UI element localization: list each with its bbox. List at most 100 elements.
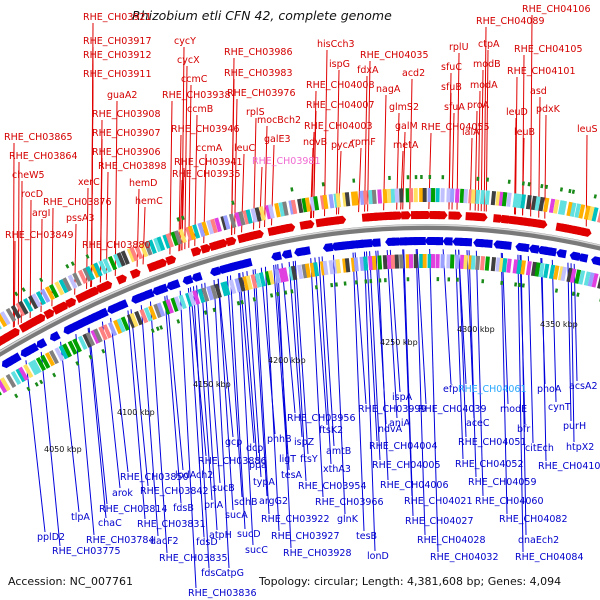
label-RHE_CH03814[interactable]: RHE_CH03814 (99, 504, 168, 515)
label-metA[interactable]: metA (393, 140, 419, 151)
label-atpG[interactable]: atpG (221, 568, 244, 579)
label-phhB[interactable]: phhB (267, 434, 292, 445)
label-modA[interactable]: modA (470, 80, 498, 91)
label-rocD[interactable]: rocD (21, 189, 44, 200)
label-RHE_CH03983[interactable]: RHE_CH03983 (224, 68, 293, 79)
label-RHE_CH04008[interactable]: RHE_CH04008 (306, 80, 375, 91)
label-sfuC[interactable]: sfuC (441, 62, 462, 73)
label-RHE_CH03849[interactable]: RHE_CH03849 (5, 230, 74, 241)
label-htpX2[interactable]: htpX2 (566, 442, 595, 453)
label-guaA2[interactable]: guaA2 (107, 90, 138, 101)
label-sfuA[interactable]: sfuA (444, 102, 465, 113)
label-ispG[interactable]: ispG (329, 59, 350, 70)
label-aniA[interactable]: aniA (389, 418, 410, 429)
label-RHE_CH03907[interactable]: RHE_CH03907 (92, 128, 161, 139)
label-leuD[interactable]: leuD (506, 107, 528, 118)
label-citEch[interactable]: citEch (525, 443, 554, 454)
label-RHE_CH04061[interactable]: RHE_CH04061 (458, 384, 527, 395)
label-RHE_CH03946[interactable]: RHE_CH03946 (171, 124, 240, 135)
label-nagA[interactable]: nagA (376, 84, 401, 95)
label-sfuB[interactable]: sfuB (441, 82, 462, 93)
label-fdsD[interactable]: fdsD (196, 537, 218, 548)
label-ispZ[interactable]: ispZ (294, 437, 315, 448)
label-RHE_CH03941[interactable]: RHE_CH03941 (174, 157, 243, 168)
label-ndvA[interactable]: ndvA (378, 424, 403, 435)
label-RHE_CH03880[interactable]: RHE_CH03880 (82, 240, 151, 251)
label-hemC[interactable]: hemC (135, 196, 163, 207)
label-sucB[interactable]: sucB (212, 483, 235, 494)
label-cheW5[interactable]: cheW5 (12, 170, 45, 181)
label-rplU[interactable]: rplU (449, 42, 469, 53)
label-tesA[interactable]: tesA (281, 470, 303, 481)
label-rplS[interactable]: rplS (246, 107, 265, 118)
label-RHE_CH04106[interactable]: RHE_CH04106 (522, 4, 591, 15)
label-RHE_CH04005[interactable]: RHE_CH04005 (372, 460, 441, 471)
label-rpmF[interactable]: rpmF (351, 137, 376, 148)
label-RHE_CH03956[interactable]: RHE_CH03956 (287, 413, 356, 424)
label-pdxK[interactable]: pdxK (536, 104, 560, 115)
label-cynT[interactable]: cynT (548, 402, 571, 413)
label-RHE_CH03938[interactable]: RHE_CH03938 (162, 90, 231, 101)
label-RHE_CH03911[interactable]: RHE_CH03911 (83, 69, 152, 80)
label-RHE_CH04003[interactable]: RHE_CH04003 (304, 121, 373, 132)
label-amtB[interactable]: amtB (326, 446, 352, 457)
label-RHE_CH04051[interactable]: RHE_CH04051 (458, 437, 527, 448)
label-RHE_CH03954[interactable]: RHE_CH03954 (298, 481, 367, 492)
label-ialA[interactable]: ialA (462, 127, 480, 138)
label-RHE_CH04052[interactable]: RHE_CH04052 (455, 459, 524, 470)
label-RHE_CH03784[interactable]: RHE_CH03784 (86, 535, 155, 546)
label-RHE_CH03921[interactable]: RHE_CH03921 (83, 12, 152, 23)
label-dnaEch2[interactable]: dnaEch2 (518, 535, 560, 546)
label-RHE_CH04089[interactable]: RHE_CH04089 (476, 16, 545, 27)
label-RHE_CH03908[interactable]: RHE_CH03908 (92, 109, 161, 120)
label-acd2[interactable]: acd2 (402, 68, 426, 79)
label-glnK[interactable]: glnK (337, 514, 358, 525)
label-ligT[interactable]: ligT (279, 454, 297, 465)
label-RHE_CH03927[interactable]: RHE_CH03927 (271, 531, 340, 542)
label-RHE_CH03966[interactable]: RHE_CH03966 (315, 497, 384, 508)
label-ccmA[interactable]: ccmA (196, 143, 223, 154)
label-glmS2[interactable]: glmS2 (389, 102, 419, 113)
label-RHE_CH04006[interactable]: RHE_CH04006 (380, 480, 449, 491)
label-RHE_CH04082[interactable]: RHE_CH04082 (499, 514, 568, 525)
label-RHE_CH04032[interactable]: RHE_CH04032 (430, 552, 499, 563)
label-dcp[interactable]: dcp (246, 443, 264, 454)
label-modB[interactable]: modB (473, 59, 501, 70)
label-pssA3[interactable]: pssA3 (66, 213, 95, 224)
label-argI[interactable]: argI (32, 208, 51, 219)
label-galE3[interactable]: galE3 (264, 134, 291, 145)
label-priA[interactable]: priA (204, 500, 224, 511)
label-hemD[interactable]: hemD (129, 178, 158, 189)
label-RHE_CH04039[interactable]: RHE_CH04039 (418, 404, 487, 415)
label-fdxA[interactable]: fdxA (357, 65, 379, 76)
label-lpdAch2[interactable]: lpdAch2 (175, 470, 214, 481)
label-ndvB[interactable]: ndvB (303, 137, 328, 148)
label-RHE_CH04035[interactable]: RHE_CH04035 (360, 50, 429, 61)
label-RHE_CH04084[interactable]: RHE_CH04084 (515, 552, 584, 563)
label-ftsY[interactable]: ftsY (300, 454, 318, 465)
label-sdhB[interactable]: sdhB (234, 497, 258, 508)
label-RHE_CH03898[interactable]: RHE_CH03898 (98, 161, 167, 172)
label-RHE_CH03831[interactable]: RHE_CH03831 (137, 519, 206, 530)
label-RHE_CH04101[interactable]: RHE_CH04101 (507, 66, 576, 77)
label-RHE_CH03986[interactable]: RHE_CH03986 (224, 47, 293, 58)
label-tesB[interactable]: tesB (356, 531, 378, 542)
label-acsA2[interactable]: acsA2 (569, 381, 598, 392)
label-RHE_CH03876[interactable]: RHE_CH03876 (43, 197, 112, 208)
label-xerC[interactable]: xerC (78, 177, 100, 188)
label-RHE_CH04105[interactable]: RHE_CH04105 (514, 44, 583, 55)
label-xthA3[interactable]: xthA3 (323, 464, 351, 475)
label-purH[interactable]: purH (563, 421, 587, 432)
label-cycX[interactable]: cycX (177, 55, 200, 66)
label-RHE_CH04004[interactable]: RHE_CH04004 (369, 441, 438, 452)
label-RHE_CH03922[interactable]: RHE_CH03922 (261, 514, 330, 525)
label-efp[interactable]: efp (443, 384, 459, 395)
label-typA[interactable]: typA (253, 477, 275, 488)
label-arok[interactable]: arok (112, 488, 133, 499)
label-argG2[interactable]: argG2 (259, 496, 288, 507)
label-RHE_CH04028[interactable]: RHE_CH04028 (417, 535, 486, 546)
label-sucD[interactable]: sucD (237, 529, 261, 540)
label-gcp[interactable]: gcp (225, 437, 243, 448)
label-RHE_CH03865[interactable]: RHE_CH03865 (4, 132, 73, 143)
label-ctpA[interactable]: ctpA (478, 39, 500, 50)
